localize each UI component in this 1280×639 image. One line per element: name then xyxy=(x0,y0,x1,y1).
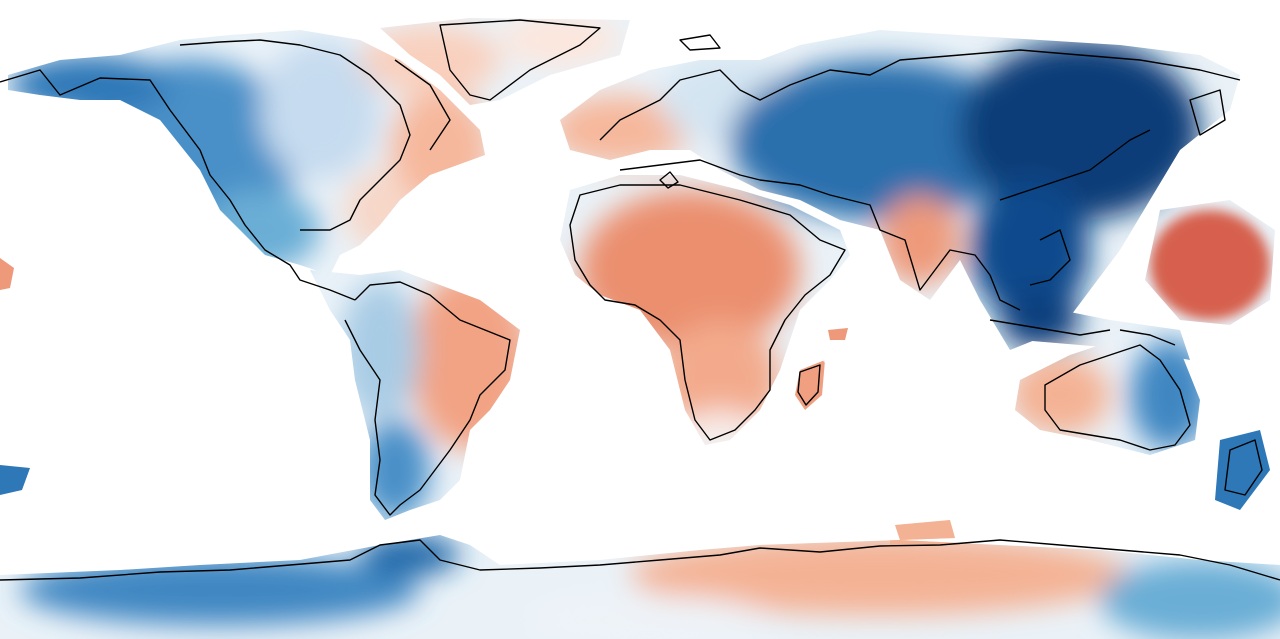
coastlines xyxy=(0,19,1280,581)
